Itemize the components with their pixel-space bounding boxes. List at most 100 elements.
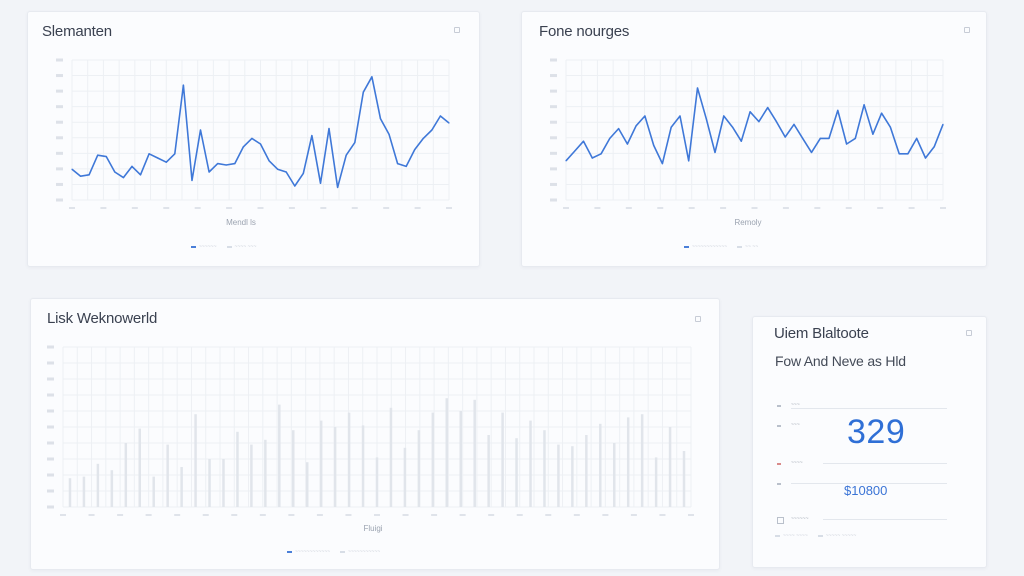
bar	[333, 427, 337, 507]
x-tick-label	[145, 514, 152, 516]
bar	[445, 398, 449, 507]
grid	[550, 58, 946, 209]
menu-square-icon[interactable]	[964, 27, 970, 33]
x-tick-label	[288, 514, 295, 516]
y-tick-label	[56, 182, 63, 186]
x-tick-label	[688, 514, 694, 516]
data-point	[889, 126, 891, 128]
x-tick-label	[516, 514, 523, 516]
y-tick-label	[550, 58, 557, 62]
data-point	[97, 154, 99, 156]
data-point	[688, 160, 690, 162]
x-axis-label: Remoly	[734, 218, 762, 227]
x-tick-label	[459, 514, 466, 516]
y-tick-label	[47, 345, 54, 349]
bar	[473, 399, 476, 507]
x-tick-label	[259, 514, 266, 516]
x-tick-label	[845, 207, 852, 209]
data-point	[802, 137, 804, 139]
row-divider	[823, 463, 947, 464]
data-point	[767, 107, 769, 109]
line-chart	[550, 58, 946, 209]
x-tick-label	[782, 207, 789, 209]
row-marker	[777, 425, 781, 427]
data-point	[933, 146, 935, 148]
bar	[529, 420, 532, 507]
data-point	[234, 163, 236, 165]
row-marker	[777, 405, 781, 407]
legend-item: ~~~~~~~~~~~~	[684, 244, 727, 250]
data-point	[845, 143, 848, 145]
x-tick-label	[320, 207, 327, 209]
bar	[626, 417, 630, 507]
bar	[431, 412, 435, 507]
data-point	[148, 153, 150, 155]
bar	[138, 428, 142, 507]
data-point	[854, 137, 856, 139]
row-divider	[791, 408, 947, 409]
bar	[194, 414, 197, 507]
data-point	[431, 129, 433, 131]
data-point	[723, 115, 725, 117]
bar	[612, 443, 616, 507]
bar	[347, 412, 351, 507]
menu-square-icon[interactable]	[966, 330, 972, 336]
x-tick-label	[630, 514, 637, 516]
data-point	[396, 163, 399, 165]
data-point	[916, 137, 918, 139]
row-marker	[777, 463, 781, 465]
y-tick-label	[47, 473, 54, 477]
y-tick-label	[56, 58, 63, 62]
data-point	[345, 154, 347, 156]
series-line	[565, 87, 944, 165]
x-tick-label	[257, 207, 264, 209]
y-tick-label	[56, 105, 63, 109]
bar	[459, 411, 462, 507]
chart-legend: ~~~~~~~~~~~~ ~~ ~~	[684, 244, 758, 250]
bar-chart	[47, 345, 694, 516]
menu-square-icon[interactable]	[695, 316, 701, 322]
x-tick-label	[163, 207, 170, 209]
bar	[543, 430, 546, 507]
x-tick-label	[657, 207, 664, 209]
data-point	[131, 165, 133, 167]
data-point	[828, 137, 830, 139]
data-point	[758, 121, 760, 123]
x-axis-label: Fluigi	[363, 524, 383, 533]
data-point	[898, 153, 900, 155]
data-point	[863, 104, 865, 106]
bar	[250, 444, 253, 507]
data-point	[105, 156, 107, 158]
bar	[264, 439, 267, 507]
chart-card-1: Slemanten Mendl ls ~~~~~~ ~~~~ ~~~	[27, 11, 480, 267]
data-point	[379, 118, 382, 120]
bar	[222, 459, 225, 507]
data-point	[388, 133, 390, 135]
data-point	[644, 115, 646, 117]
data-point	[294, 185, 296, 187]
stat-row: ~~~~~~	[753, 513, 986, 529]
x-tick-label	[751, 207, 758, 209]
stats-card: Uiem Blaltoote Fow And Neve as Hld ~~~ ~…	[752, 316, 987, 568]
menu-square-icon[interactable]	[454, 27, 460, 33]
x-tick-label	[345, 514, 352, 516]
bar	[557, 444, 560, 507]
y-tick-label	[47, 489, 54, 493]
data-point	[705, 118, 707, 120]
x-tick-label	[877, 207, 884, 209]
data-point	[122, 177, 125, 179]
bar	[292, 430, 295, 507]
y-tick-label	[56, 89, 63, 93]
x-tick-label	[814, 207, 821, 209]
data-point	[907, 153, 909, 155]
bar	[236, 431, 239, 507]
x-axis-label: Mendl ls	[226, 218, 256, 227]
y-tick-label	[56, 120, 63, 124]
data-point	[414, 149, 416, 151]
data-point	[837, 109, 839, 111]
data-point	[942, 123, 944, 125]
x-tick-label	[908, 207, 915, 209]
data-point	[157, 157, 159, 159]
x-tick-label	[602, 514, 609, 516]
data-point	[661, 163, 664, 165]
